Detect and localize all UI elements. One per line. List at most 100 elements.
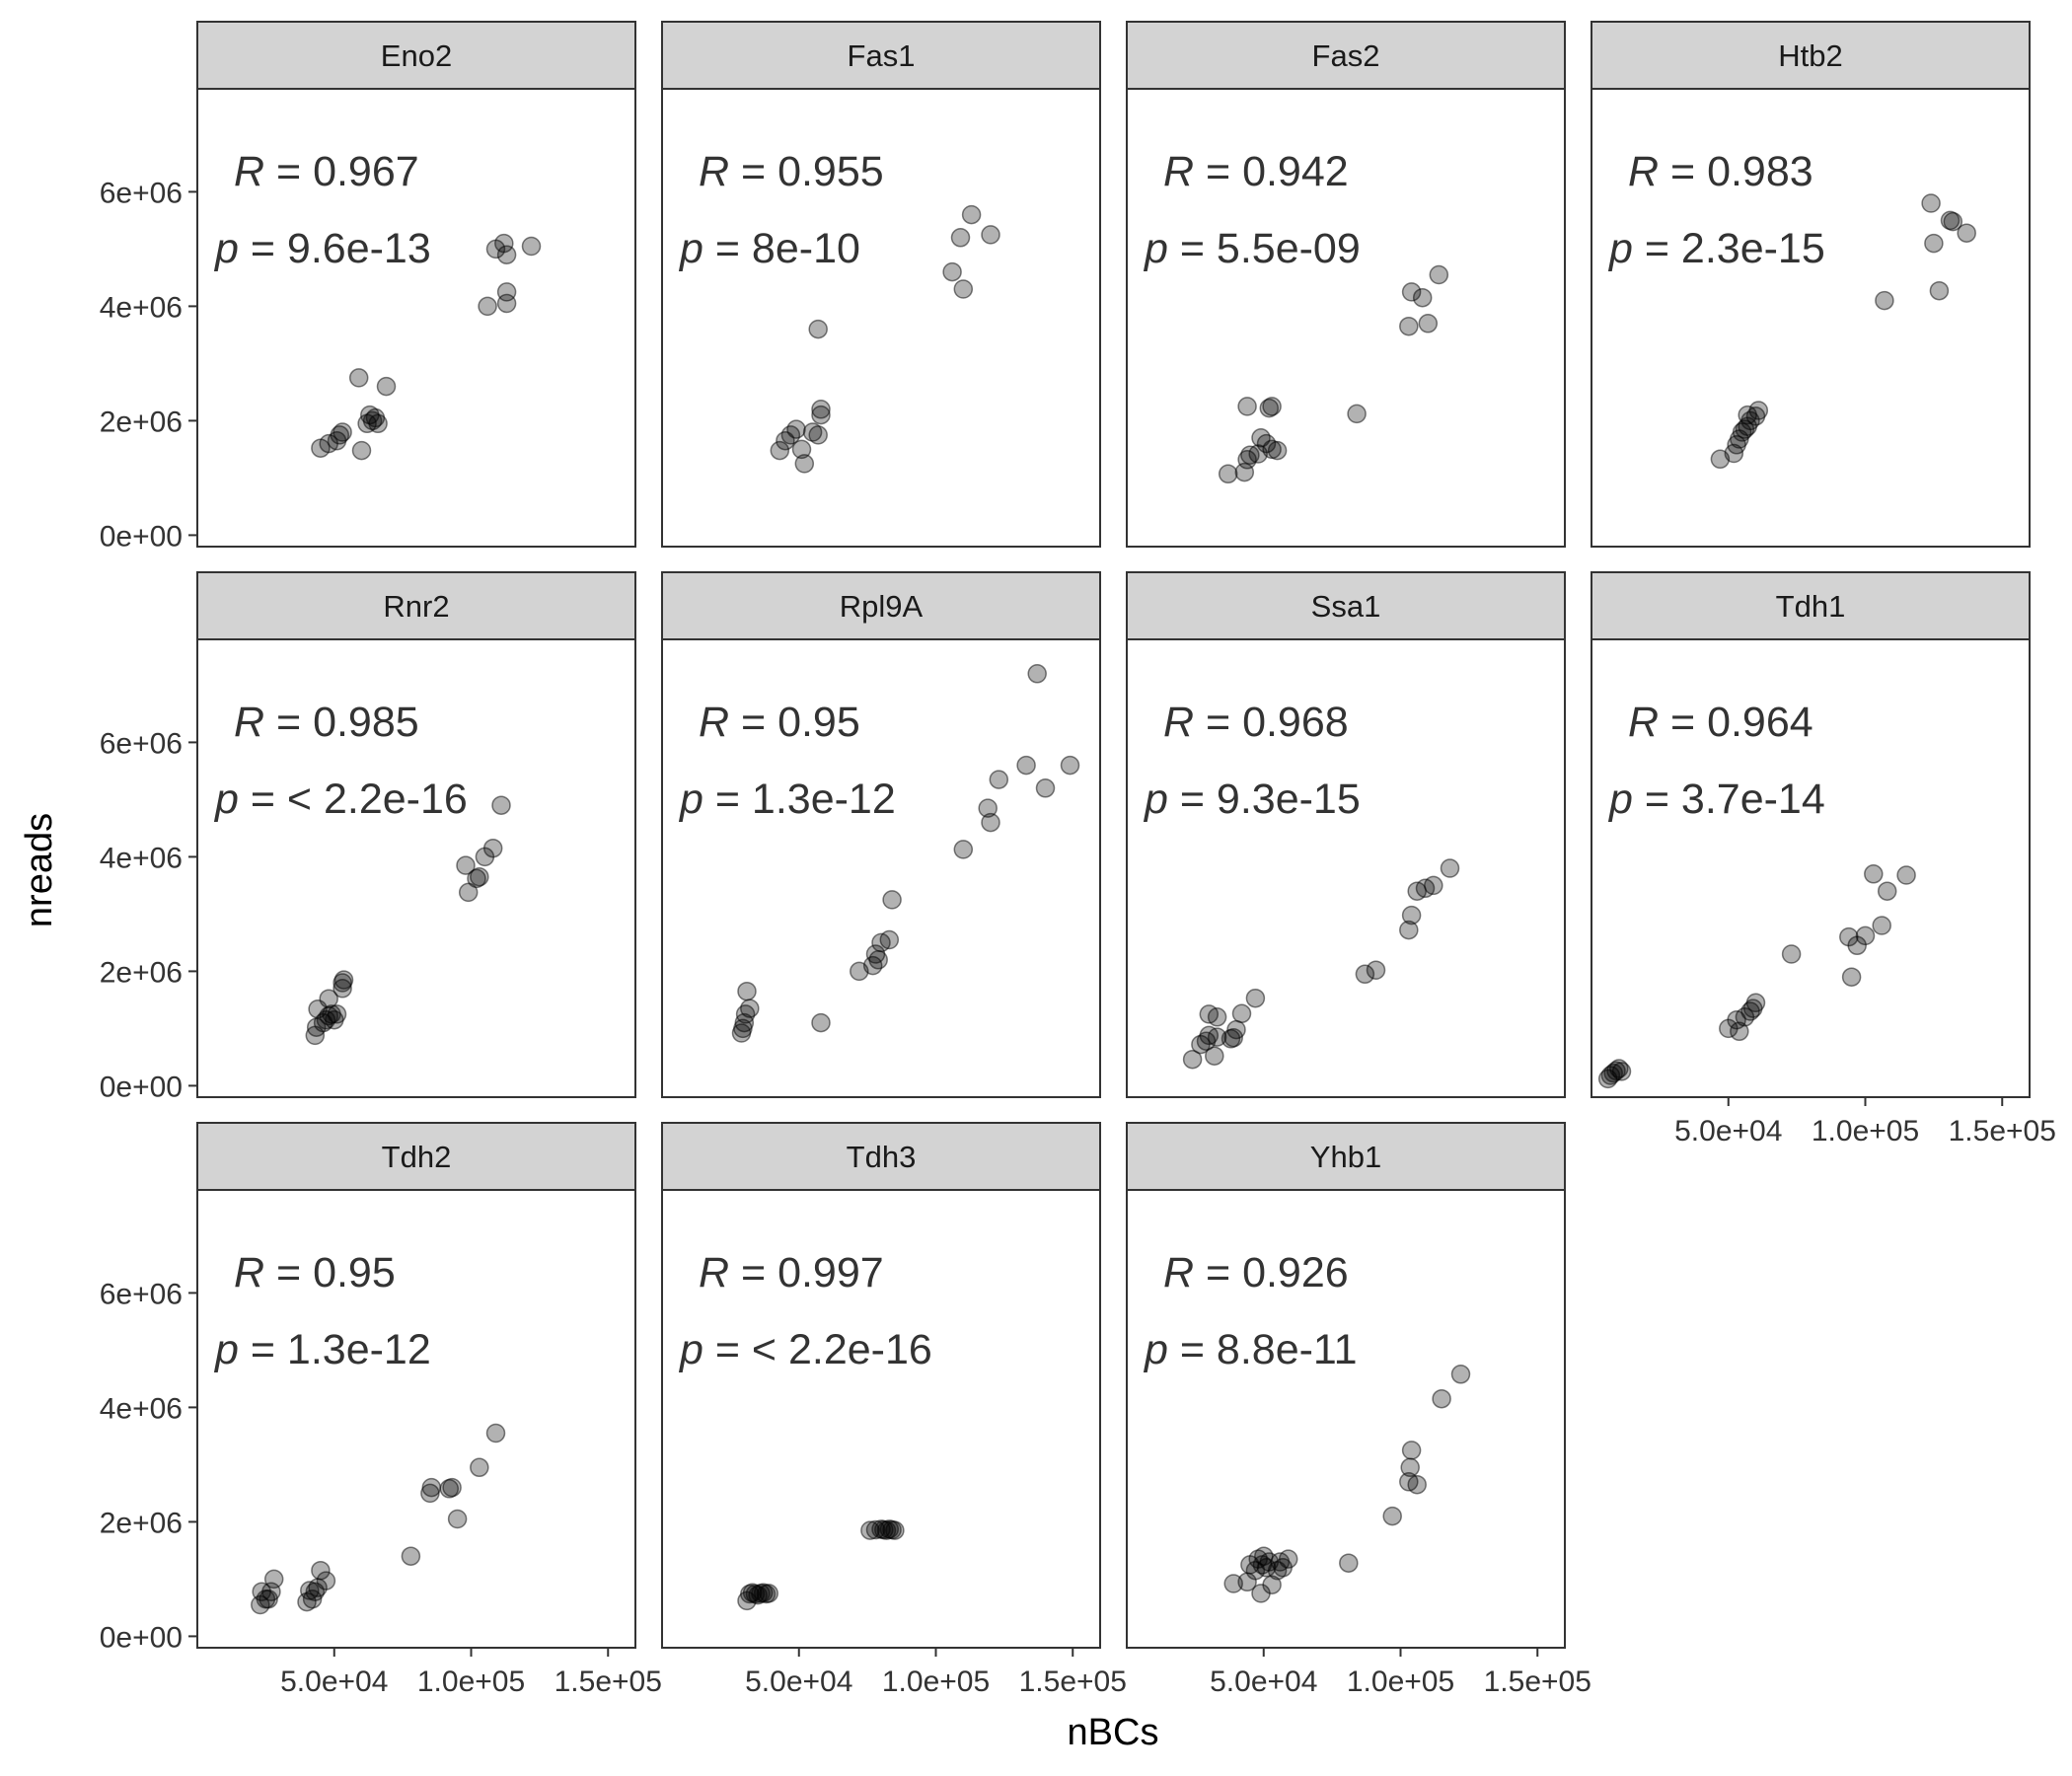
point-fas2-8 [1267, 440, 1288, 461]
plot-area-ssa1 [1126, 638, 1566, 1098]
p-annotation-fas1: p = 8e-10 [678, 225, 860, 272]
x-tick-label-yhb1-1: 1.0e+05 [1347, 1665, 1454, 1698]
point-ssa1-19 [1424, 875, 1443, 896]
r-annotation-tdh2: R = 0.95 [234, 1249, 396, 1296]
point-fas1-8 [811, 405, 831, 425]
point-rpl9a-20 [1035, 778, 1056, 798]
point-tdh2-18 [447, 1509, 468, 1529]
point-eno2-13 [478, 296, 497, 317]
point-tdh1-17 [1855, 925, 1876, 946]
x-tick-label-tdh3-2: 1.5e+05 [1019, 1665, 1127, 1698]
point-eno2-3 [330, 425, 350, 445]
y-tick-label-eno2-3: 6e+06 [100, 177, 183, 209]
point-tdh1-5 [1611, 1062, 1632, 1081]
y-tick-label-rnr2-3: 6e+06 [100, 727, 183, 760]
point-eno2-8 [362, 410, 383, 431]
r-annotation-fas2: R = 0.942 [1163, 148, 1349, 195]
point-fas1-3 [786, 419, 806, 439]
x-tick-label-yhb1-2: 1.5e+05 [1484, 1665, 1591, 1698]
point-rpl9a-17 [989, 770, 1009, 789]
strip-eno2 [196, 21, 636, 90]
point-ssa1-0 [1182, 1049, 1203, 1070]
point-tdh2-13 [401, 1546, 421, 1566]
p-annotation-eno2: p = 9.6e-13 [213, 225, 431, 272]
p-annotation-rnr2: p = < 2.2e-16 [213, 776, 468, 823]
point-eno2-12 [376, 376, 397, 397]
strip-title-tdh3: Tdh3 [847, 1140, 917, 1174]
p-annotation-ssa1: p = 9.3e-15 [1143, 776, 1361, 823]
point-rpl9a-10 [868, 950, 888, 970]
point-rpl9a-4 [737, 981, 757, 1001]
point-yhb1-18 [1400, 1457, 1420, 1478]
point-tdh2-20 [485, 1423, 506, 1443]
p-annotation-rpl9a: p = 1.3e-12 [678, 776, 896, 823]
point-htb2-14 [1929, 280, 1950, 301]
point-eno2-4 [333, 422, 352, 442]
p-annotation-yhb1: p = 8.8e-11 [1143, 1326, 1358, 1373]
point-ssa1-20 [1440, 858, 1460, 878]
strip-title-rnr2: Rnr2 [383, 589, 449, 624]
y-tick-label-rnr2-0: 0e+00 [100, 1071, 183, 1103]
point-tdh1-8 [1730, 1021, 1749, 1042]
point-yhb1-22 [1450, 1365, 1471, 1384]
point-fas1-11 [942, 261, 962, 282]
p-annotation-htb2: p = 2.3e-15 [1607, 225, 1825, 272]
x-tick-label-tdh1-1: 1.0e+05 [1812, 1115, 1919, 1147]
x-tick-label-tdh1-0: 5.0e+04 [1674, 1115, 1782, 1147]
point-rpl9a-6 [811, 1012, 831, 1033]
point-tdh2-12 [316, 1571, 336, 1591]
point-tdh2-19 [470, 1457, 489, 1478]
p-annotation-tdh2: p = 1.3e-12 [213, 1326, 431, 1373]
plot-area-tdh1 [1591, 638, 2031, 1098]
point-fas1-10 [808, 319, 828, 339]
point-htb2-12 [1921, 193, 1941, 213]
panel-tdh3: Tdh3 R = 0.997 p = < 2.2e-16 5.0e+04 1.0e+05… [661, 1122, 1127, 1698]
point-tdh1-3 [1606, 1061, 1626, 1081]
strip-fas2 [1126, 21, 1566, 90]
point-tdh1-21 [1896, 865, 1916, 885]
strip-htb2 [1591, 21, 2031, 90]
point-tdh2-15 [421, 1477, 442, 1498]
y-tick-label-rnr2-1: 2e+06 [100, 956, 183, 989]
panel-rnr2: Rnr2 R = 0.985 p = < 2.2e-16 0e+00 2e+06 4e+0… [100, 571, 636, 1103]
point-rpl9a-5 [740, 999, 760, 1018]
point-htb2-11 [1875, 290, 1894, 311]
point-eno2-10 [368, 413, 388, 434]
point-tdh1-18 [1864, 864, 1884, 884]
point-rpl9a-13 [882, 890, 902, 910]
r-annotation-rpl9a: R = 0.95 [699, 699, 860, 746]
point-yhb1-15 [1339, 1553, 1359, 1573]
point-ssa1-5 [1207, 1027, 1227, 1047]
point-eno2-18 [496, 282, 517, 302]
panel-tdh2: Tdh2 R = 0.95 p = 1.3e-12 0e+00 2e+06 4e+06 6e… [100, 1122, 662, 1698]
x-tick-label-tdh2-0: 5.0e+04 [280, 1665, 388, 1698]
point-fas2-0 [1218, 464, 1238, 484]
panel-htb2: Htb2 R = 0.983 p = 2.3e-15 [1591, 21, 2031, 548]
x-tick-label-yhb1-0: 5.0e+04 [1210, 1665, 1317, 1698]
point-tdh2-8 [302, 1589, 323, 1609]
x-tick-label-tdh3-0: 5.0e+04 [745, 1665, 852, 1698]
y-tick-label-tdh2-2: 4e+06 [100, 1392, 183, 1425]
point-tdh1-20 [1877, 881, 1897, 901]
point-yhb1-10 [1262, 1575, 1282, 1594]
point-tdh3-8 [759, 1584, 778, 1603]
strip-fas1 [661, 21, 1101, 90]
point-fas1-9 [811, 400, 831, 419]
point-fas2-14 [1401, 282, 1422, 302]
point-htb2-10 [1748, 401, 1769, 420]
p-annotation-fas2: p = 5.5e-09 [1143, 225, 1361, 272]
r-annotation-rnr2: R = 0.985 [234, 699, 419, 746]
point-tdh1-15 [1841, 967, 1862, 987]
panel-fas1: Fas1 R = 0.955 p = 8e-10 [661, 21, 1101, 548]
point-yhb1-21 [1432, 1388, 1451, 1409]
point-tdh3-16 [885, 1520, 905, 1540]
point-yhb1-16 [1382, 1506, 1402, 1526]
point-ssa1-13 [1355, 964, 1375, 985]
point-rnr2-19 [491, 795, 511, 815]
point-yhb1-19 [1401, 1441, 1422, 1460]
point-ssa1-11 [1231, 1003, 1252, 1024]
panel-yhb1: Yhb1 R = 0.926 p = 8.8e-11 5.0e+04 1.0e+05 1.… [1126, 1122, 1591, 1698]
y-axis-label: nreads [19, 813, 60, 927]
strip-title-ssa1: Ssa1 [1311, 589, 1381, 624]
